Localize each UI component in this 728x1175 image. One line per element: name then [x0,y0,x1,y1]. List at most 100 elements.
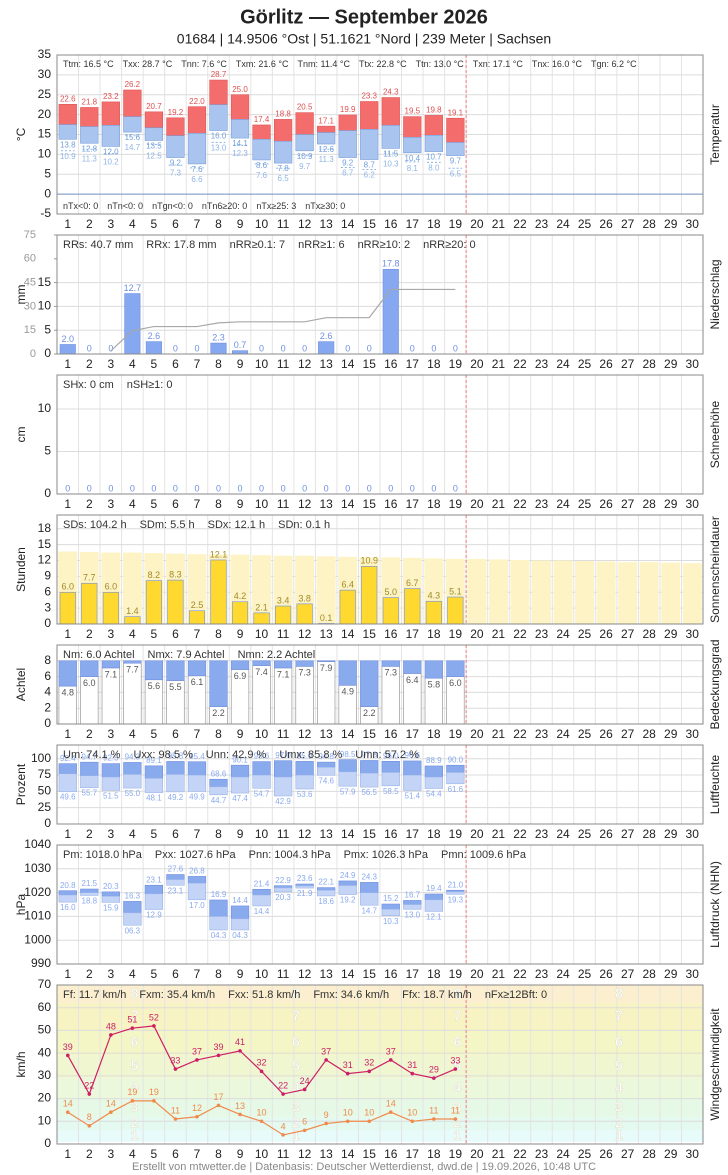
x-tick-label: 9 [237,627,244,641]
x-tick-label: 6 [172,497,179,511]
data-label: 14.1 [232,139,248,148]
bar [122,552,142,624]
x-tick-label: 24 [556,727,570,741]
x-tick-label: 9 [237,827,244,841]
stats: Ttm: 16.5 °C Txx: 28.7 °C Tnn: 7.6 °C Txm: … [63,59,637,69]
data-label: 15.9 [103,903,119,912]
x-tick-label: 16 [384,827,398,841]
bar [230,905,250,920]
y-tick-label: 1030 [24,861,51,875]
data-label: 14 [106,1099,116,1109]
stat: Uxx: 98.5 % [133,749,193,761]
data-label: 0 [324,483,329,493]
bar [123,89,142,117]
data-label: 0 [453,343,458,353]
data-label: 0 [367,483,372,493]
x-tick-label: 30 [686,497,700,511]
stat: Fmx: 34.6 km/h [313,989,389,1001]
x-tick-label: 15 [363,1147,377,1161]
x-tick-label: 19 [449,357,463,371]
data-label: 12.5 [146,152,162,161]
data-label: 8.3 [169,569,182,579]
data-label: 15.6 [125,133,141,142]
data-label: 51.5 [103,791,119,800]
beaufort-label: 1 [131,1127,139,1143]
data-label: 16.3 [125,892,141,901]
data-label: 5.5 [169,682,182,692]
x-tick-label: 23 [535,1147,549,1161]
data-label: 13.0 [405,910,421,919]
stat: Um: 74.1 % [63,749,121,761]
bar [188,610,206,625]
x-tick-label: 10 [255,827,269,841]
data-label: 51.4 [405,792,421,801]
x-tick-label: 8 [215,627,222,641]
bar [80,775,99,788]
x-tick-label: 9 [237,217,244,231]
bar [209,778,228,788]
bar [424,893,443,901]
bar [101,101,120,126]
bar [144,765,164,779]
x-tick-label: 18 [427,357,441,371]
x-tick-label: 23 [535,217,549,231]
bar [230,776,250,794]
bar [80,892,99,896]
bar [58,763,77,775]
x-tick-label: 5 [151,967,158,981]
x-tick-label: 3 [107,727,114,741]
x-tick-label: 29 [664,497,678,511]
x-tick-label: 13 [319,1147,333,1161]
y-axis-label: Stunden [14,547,28,592]
y-tick-label: -5 [40,206,51,220]
bar [187,106,207,134]
data-label: 12.6 [318,145,334,154]
bar [295,761,314,776]
wind-point [281,1092,285,1096]
x-tick-label: 26 [599,217,613,231]
data-label: 10.7 [426,153,442,162]
data-label: 0 [431,343,436,353]
data-label: 56.5 [361,788,377,797]
wind-point [345,1071,350,1076]
x-tick-label: 21 [492,627,506,641]
stat: SHx: 0 cm [63,379,114,391]
x-tick-label: 10 [255,357,269,371]
data-label: 19.3 [448,895,464,904]
x-tick-label: 4 [129,727,136,741]
bar [123,901,142,914]
bar [145,580,162,625]
x-tick-label: 15 [363,357,377,371]
stats: Nm: 6.0 Achtel Nmx: 7.9 Achtel Nmn: 2.2 Ac… [63,649,315,661]
beaufort-label: 2 [131,1114,139,1130]
data-label: 96.0 [383,751,399,760]
bar [273,776,293,797]
data-label: 6.0 [62,582,75,592]
data-label: 49.2 [168,793,184,802]
bar [166,135,185,158]
data-label: 6.6 [191,175,203,184]
data-label: 8.1 [407,164,419,173]
x-tick-label: 13 [319,967,333,981]
wind-point [216,1103,221,1108]
data-label: 16.7 [405,891,421,900]
bar [639,562,659,624]
wind-point [281,1133,285,1137]
data-label: 13.8 [60,140,76,149]
bar [510,559,530,624]
x-tick-label: 20 [470,627,484,641]
stats: Pm: 1018.0 hPa Pxx: 1027.6 hPa Pnn: 1004.3… [63,849,527,861]
data-label: 19.9 [340,105,356,114]
x-tick-label: 21 [492,217,506,231]
bar [446,891,465,895]
bar [360,760,379,774]
bar [404,588,421,625]
data-label: 20.7 [146,102,162,111]
bar [58,660,77,687]
stat: Ttn: 13.0 °C [416,59,465,69]
data-label: 12 [192,1103,202,1113]
data-label: 9.7 [299,162,311,171]
stat: nTn<0: 0 [107,201,143,211]
wind-point [87,1124,92,1128]
y-tick-label: 30 [38,67,52,81]
